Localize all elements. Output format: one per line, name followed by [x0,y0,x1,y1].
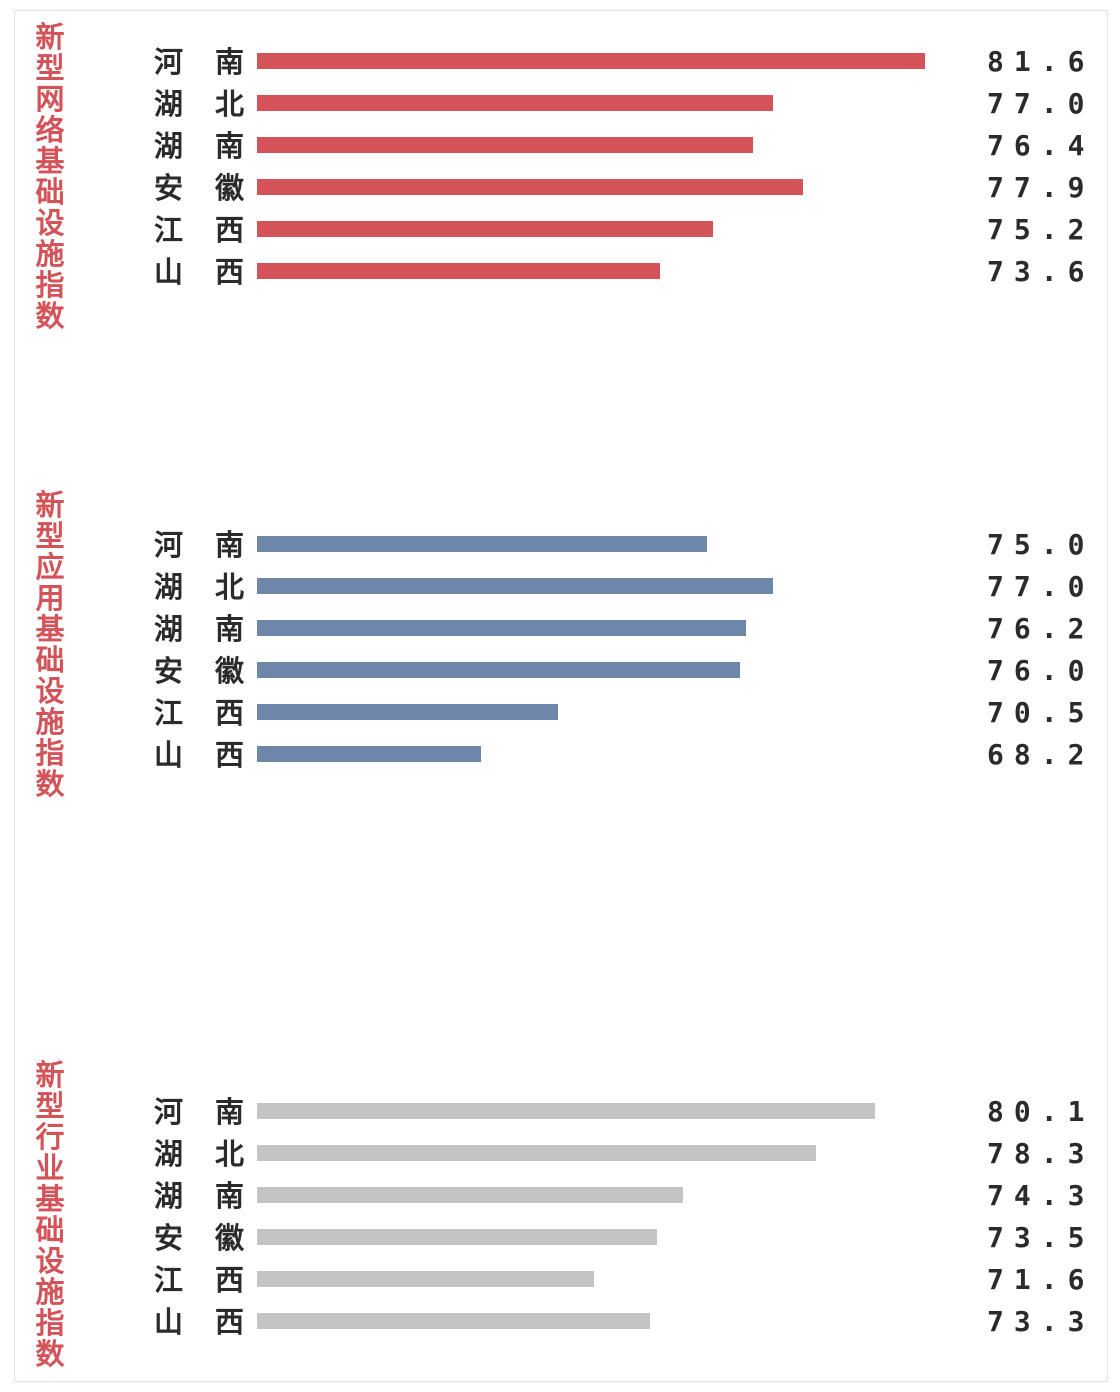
category-label: 江西 [154,696,277,730]
bar [257,746,482,762]
value-label: 80.1 [987,1095,1095,1128]
category-label: 安徽 [154,654,277,688]
chart-row: 安徽 77.9 [0,170,1120,212]
bar [257,1145,816,1161]
chart-row: 河南 81.6 [0,44,1120,86]
value-label: 73.3 [987,1305,1095,1338]
value-label: 77.9 [987,171,1095,204]
value-label: 73.6 [987,255,1095,288]
value-label: 77.0 [987,570,1095,603]
value-label: 76.0 [987,654,1095,687]
category-label: 湖北 [154,570,277,604]
bar [257,578,773,594]
chart-frame [14,10,1108,1382]
value-label: 70.5 [987,696,1095,729]
bar [257,1313,651,1329]
value-label: 76.4 [987,129,1095,162]
value-label: 77.0 [987,87,1095,120]
bar [257,179,803,195]
category-label: 河南 [154,528,277,562]
category-label: 湖南 [154,129,277,163]
chart-row: 安徽 76.0 [0,653,1120,695]
bar [257,704,558,720]
category-label: 湖北 [154,87,277,121]
category-label: 河南 [154,45,277,79]
chart-row: 江西 75.2 [0,212,1120,254]
chart-row: 湖北 77.0 [0,86,1120,128]
value-label: 73.5 [987,1221,1095,1254]
chart-row: 山西 73.6 [0,254,1120,296]
value-label: 71.6 [987,1263,1095,1296]
chart-row: 河南 80.1 [0,1094,1120,1136]
category-label: 山西 [154,1305,277,1339]
chart-row: 江西 71.6 [0,1262,1120,1304]
chart-row: 湖北 77.0 [0,569,1120,611]
bar [257,53,925,69]
category-label: 江西 [154,213,277,247]
bar [257,137,753,153]
category-label: 山西 [154,738,277,772]
bar [257,221,714,237]
bar [257,1271,594,1287]
category-label: 湖南 [154,1179,277,1213]
bar [257,620,747,636]
bar [257,662,740,678]
chart-row: 江西 70.5 [0,695,1120,737]
bar [257,536,707,552]
chart-row: 安徽 73.5 [0,1220,1120,1262]
value-label: 75.0 [987,528,1095,561]
value-label: 75.2 [987,213,1095,246]
bar [257,1229,657,1245]
bar [257,1187,684,1203]
category-label: 湖南 [154,612,277,646]
category-label: 山西 [154,255,277,289]
chart-row: 湖南 76.2 [0,611,1120,653]
value-label: 81.6 [987,45,1095,78]
category-label: 安徽 [154,171,277,205]
chart-row: 河南 75.0 [0,527,1120,569]
value-label: 68.2 [987,738,1095,771]
chart-row: 山西 73.3 [0,1304,1120,1346]
chart-row: 湖南 74.3 [0,1178,1120,1220]
chart-row: 湖北 78.3 [0,1136,1120,1178]
chart-row: 湖南 76.4 [0,128,1120,170]
chart-title-3: 新型行业基础设施指数 [35,1058,65,1371]
bar [257,1103,876,1119]
category-label: 河南 [154,1095,277,1129]
bar [257,263,661,279]
value-label: 76.2 [987,612,1095,645]
category-label: 湖北 [154,1137,277,1171]
category-label: 安徽 [154,1221,277,1255]
chart-row: 山西 68.2 [0,737,1120,779]
value-label: 74.3 [987,1179,1095,1212]
category-label: 江西 [154,1263,277,1297]
chart-title-2: 新型应用基础设施指数 [35,488,65,801]
bar [257,95,773,111]
value-label: 78.3 [987,1137,1095,1170]
chart-title-1: 新型网络基础设施指数 [35,20,65,333]
